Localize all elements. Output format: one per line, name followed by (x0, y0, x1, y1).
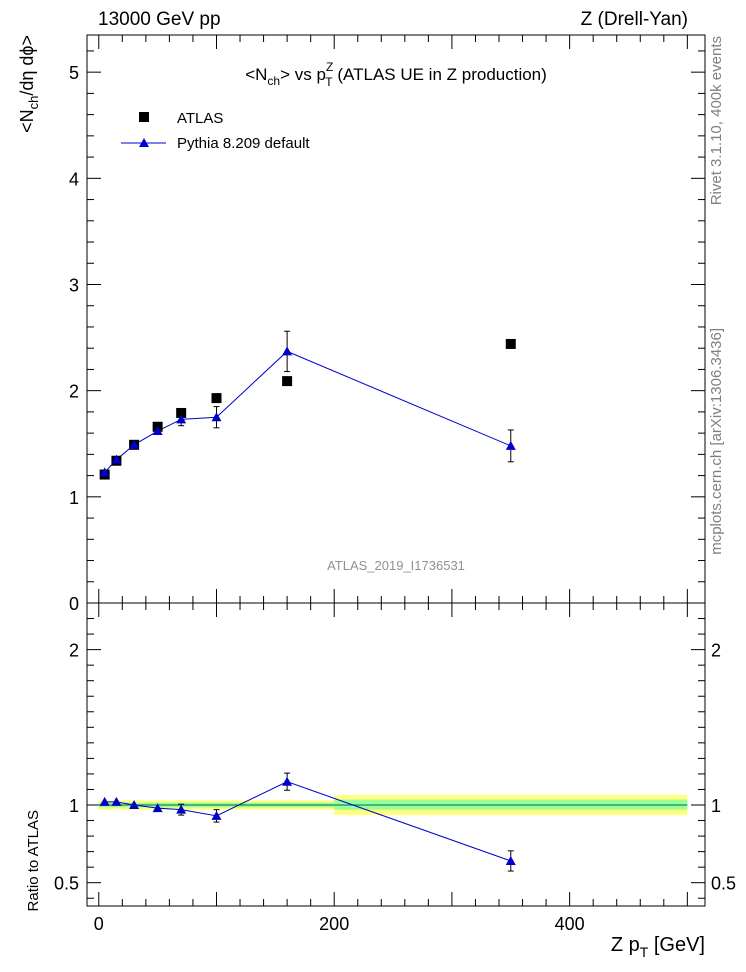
x-tick-label: 200 (319, 914, 349, 934)
ratio-y-axis: 0.5 0.5 1 1 2 2 (54, 618, 736, 899)
y-tick-label: 0 (69, 594, 79, 614)
ratio-tick-label: 1 (69, 796, 79, 816)
mc-point (152, 426, 163, 436)
y-tick-label: 1 (69, 488, 79, 508)
ratio-panel-frame (86, 602, 706, 907)
atlas-point (505, 338, 516, 349)
ratio-point (99, 796, 110, 806)
title-sup-z: Z (326, 60, 333, 74)
ratio-point (152, 803, 163, 813)
x-axis-label: Z pT [GeV] (611, 934, 705, 960)
header-left: 13000 GeV pp (98, 9, 221, 30)
ratio-line (104, 781, 511, 862)
top-y-axis-label: <Nch/dη dϕ> (17, 35, 41, 133)
ratio-tick-label: 2 (69, 641, 79, 661)
legend-pythia-label: Pythia 8.209 default (177, 135, 310, 152)
mc-point (282, 346, 293, 356)
mc-line (104, 350, 511, 473)
legend-pythia-marker (139, 138, 149, 147)
mc-point (111, 454, 122, 464)
ratio-tick-label-right: 2 (711, 641, 721, 661)
y-tick-label: 4 (69, 169, 79, 189)
x-axis: 0 200 400 (94, 35, 688, 934)
ratio-point (282, 776, 293, 786)
ratio-point (211, 810, 222, 820)
atlas-point (282, 376, 293, 387)
title-sub-t: T (325, 75, 333, 89)
y-tick-label: 2 (69, 382, 79, 402)
header-right: Z (Drell-Yan) (581, 9, 688, 30)
mc-point (129, 439, 140, 449)
mc-point (99, 467, 110, 477)
y-tick-label: 3 (69, 275, 79, 295)
ratio-point (111, 796, 122, 806)
analysis-watermark: ATLAS_2019_I1736531 (327, 558, 465, 573)
legend-atlas-label: ATLAS (177, 110, 223, 127)
chart-title: <Nch> vs pZ T (ATLAS UE in Z production) (245, 60, 547, 89)
ratio-y-axis-label: Ratio to ATLAS (25, 810, 42, 911)
ratio-point (176, 804, 187, 814)
ratio-tick-label: 0.5 (54, 874, 79, 894)
ratio-point (129, 800, 140, 809)
x-tick-label: 0 (94, 914, 104, 934)
atlas-point (176, 407, 187, 418)
mc-point (505, 440, 516, 450)
mcplots-label: mcplots.cern.ch [arXiv:1306.3436] (708, 328, 725, 555)
title-sub-ch: ch (267, 74, 280, 88)
main-y-axis: 0 1 2 3 4 5 (69, 50, 705, 614)
legend: ATLAS Pythia 8.209 default (121, 110, 310, 152)
rivet-label: Rivet 3.1.10, 400k events (708, 36, 725, 205)
title-prefix: <N (245, 65, 267, 84)
legend-atlas-marker (139, 112, 149, 122)
main-series (99, 330, 516, 480)
ratio-point (505, 855, 516, 865)
title-suffix: (ATLAS UE in Z production) (333, 65, 547, 84)
mc-point (176, 414, 187, 424)
ratio-tick-label-right: 0.5 (711, 874, 736, 894)
ratio-series (99, 772, 516, 872)
atlas-point (211, 393, 222, 404)
mc-point (211, 412, 222, 422)
title-mid: > vs p (280, 65, 326, 84)
ratio-tick-label-right: 1 (711, 796, 721, 816)
y-tick-label: 5 (69, 63, 79, 83)
x-tick-label: 400 (555, 914, 585, 934)
